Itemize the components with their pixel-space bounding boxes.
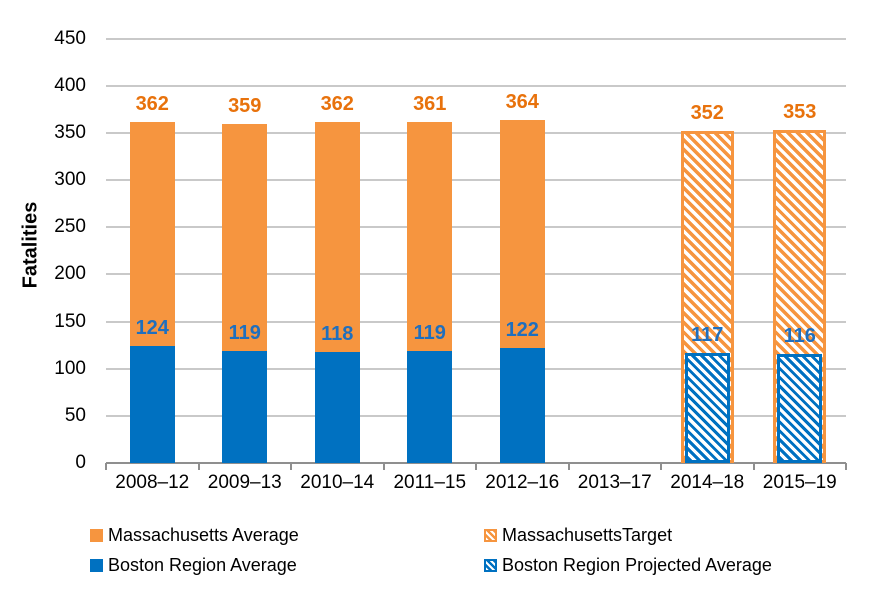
x-axis-tick — [290, 463, 292, 470]
gridline — [106, 414, 846, 417]
bar-massachusetts-average — [129, 121, 175, 346]
bar-boston-region-average — [129, 346, 175, 463]
x-tick-label: 2012–16 — [485, 472, 560, 493]
y-tick-label: 250 — [54, 216, 86, 238]
x-axis-tick — [752, 463, 755, 470]
legend-swatch-massachusetts-target — [484, 529, 497, 542]
x-axis-tick — [475, 463, 477, 470]
y-tick-label: 0 — [75, 452, 86, 473]
bar-value-massachusetts-average: 364 — [505, 90, 539, 113]
x-axis-tick — [105, 463, 107, 470]
y-tick-label: 150 — [54, 310, 86, 332]
bar-massachusetts-average — [407, 122, 453, 351]
bar-value-boston-region-average: 124 — [135, 317, 169, 340]
legend-swatch-boston-region-average — [90, 559, 103, 572]
legend-item-boston-region-average: Boston Region Average — [90, 554, 297, 576]
bar-massachusetts-average — [499, 119, 545, 348]
legend-item-massachusetts-target: MassachusettsTarget — [484, 524, 672, 546]
x-tick-label: 2015–19 — [762, 472, 837, 493]
bar-boston-region-average — [222, 350, 268, 463]
x-tick-label: 2008–12 — [115, 472, 190, 493]
bar-value-massachusetts-average: 359 — [228, 95, 262, 118]
legend-item-massachusetts-average: Massachusetts Average — [90, 524, 299, 546]
bar-value-boston-region-average: 118 — [321, 322, 354, 345]
bar-value-massachusetts-target: 353 — [783, 101, 817, 123]
bar-value-boston-region-average: 119 — [413, 321, 446, 344]
y-tick-label: 400 — [54, 74, 86, 96]
y-tick-label: 300 — [54, 169, 86, 190]
legend-swatch-massachusetts-average — [90, 529, 103, 542]
gridline — [106, 273, 846, 276]
bar-value-boston-region-projected-average: 117 — [691, 323, 724, 346]
y-tick-label: 50 — [64, 404, 86, 426]
y-tick-label: 100 — [54, 357, 86, 379]
bar-boston-region-average — [314, 351, 360, 463]
gridline — [106, 226, 846, 229]
gridline — [106, 367, 846, 370]
x-axis-tick — [197, 463, 200, 470]
legend-item-boston-region-projected-average: Boston Region Projected Average — [484, 554, 772, 576]
bar-value-massachusetts-target: 352 — [690, 101, 724, 124]
x-axis-tick — [845, 463, 847, 470]
bar-boston-region-projected-average — [777, 353, 823, 463]
y-tick-label: 200 — [54, 263, 86, 285]
gridline — [106, 37, 846, 40]
x-tick-label: 2009–13 — [207, 472, 282, 493]
x-axis-tick — [660, 463, 662, 470]
x-tick-label: 2013–17 — [577, 472, 652, 493]
legend-label-boston-region-projected-average: Boston Region Projected Average — [502, 555, 772, 575]
legend-label-massachusetts-average: Massachusetts Average — [108, 525, 299, 545]
x-tick-label: 2014–18 — [670, 472, 745, 493]
x-axis-tick — [567, 463, 570, 470]
bar-value-massachusetts-average: 362 — [320, 92, 354, 115]
gridline — [106, 320, 846, 323]
legend-label-boston-region-average: Boston Region Average — [108, 555, 297, 575]
bar-value-boston-region-average: 119 — [228, 321, 261, 344]
x-tick-label: 2010–14 — [300, 472, 375, 493]
bar-boston-region-average — [499, 347, 545, 463]
bar-massachusetts-average — [222, 124, 268, 351]
bar-boston-region-projected-average — [684, 352, 730, 463]
gridline — [106, 131, 846, 134]
y-tick-label: 350 — [54, 121, 86, 143]
bar-value-massachusetts-average: 362 — [135, 92, 169, 115]
bar-boston-region-average — [407, 350, 453, 463]
gridline — [106, 84, 846, 87]
y-tick-label: 450 — [54, 27, 86, 49]
x-tick-label: 2011–15 — [393, 472, 467, 493]
legend-swatch-boston-region-projected-average — [484, 559, 497, 572]
legend-label-massachusetts-target: MassachusettsTarget — [502, 525, 673, 545]
bar-value-boston-region-projected-average: 116 — [783, 324, 816, 347]
bar-massachusetts-average — [314, 121, 360, 352]
bar-value-boston-region-average: 122 — [505, 318, 539, 341]
bar-value-massachusetts-average: 361 — [413, 93, 447, 116]
gridline — [106, 179, 846, 181]
x-axis-tick — [382, 463, 385, 470]
